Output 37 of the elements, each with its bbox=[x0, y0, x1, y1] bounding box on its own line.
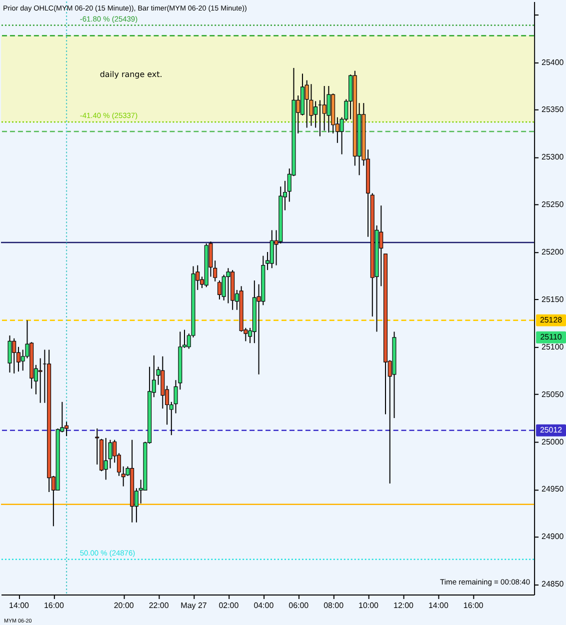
y-tick-label: 24900 bbox=[542, 532, 564, 542]
x-tick-label: 16:00 bbox=[44, 600, 64, 610]
candlestick bbox=[95, 428, 100, 466]
x-tick-label: May 27 bbox=[180, 600, 208, 610]
y-tick-label: 25200 bbox=[542, 248, 564, 257]
y-tick-label: 25000 bbox=[542, 437, 564, 446]
annotation: 25012 bbox=[540, 425, 563, 434]
x-tick-label: 10:00 bbox=[358, 600, 380, 610]
y-tick-label: 25300 bbox=[542, 152, 564, 162]
candlestick bbox=[326, 85, 331, 133]
candlestick bbox=[121, 466, 126, 487]
y-tick-label: 25150 bbox=[542, 294, 564, 304]
candlestick bbox=[304, 80, 309, 128]
y-tick-label: 24850 bbox=[542, 580, 564, 589]
candlestick bbox=[213, 260, 218, 282]
text: 25110 bbox=[540, 332, 562, 342]
y-tick-label: 25100 bbox=[542, 342, 564, 352]
band-label: daily range ext. bbox=[100, 70, 162, 79]
y-tick-label: 24950 bbox=[542, 484, 564, 494]
candlestick bbox=[322, 85, 326, 132]
y-tick-label: 25050 bbox=[542, 390, 564, 399]
x-tick-label: 22:00 bbox=[148, 600, 170, 610]
x-tick-label: 14:00 bbox=[9, 600, 30, 610]
candlestick bbox=[226, 268, 230, 304]
x-tick-label: 12:00 bbox=[394, 600, 414, 610]
x-tick-label: 14:00 bbox=[428, 600, 449, 610]
y-tick-label: 25250 bbox=[542, 200, 564, 210]
y-tick-label: 25400 bbox=[542, 58, 564, 67]
y-tick-label: 25350 bbox=[542, 105, 564, 114]
annotation: 25128 bbox=[540, 315, 563, 324]
x-tick-label: 08:00 bbox=[324, 600, 344, 610]
x-tick-label: 06:00 bbox=[288, 600, 310, 610]
x-tick-label: 04:00 bbox=[254, 600, 274, 610]
candlestick bbox=[309, 84, 314, 126]
x-tick-label: 20:00 bbox=[114, 600, 134, 610]
x-tick-label: 02:00 bbox=[218, 600, 240, 610]
x-tick-label: 16:00 bbox=[463, 600, 484, 610]
